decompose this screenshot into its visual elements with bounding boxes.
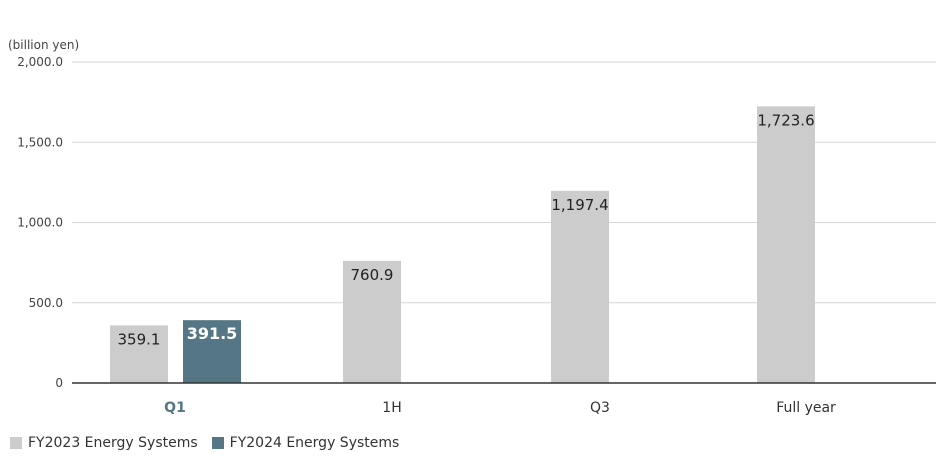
bar-fy2023 xyxy=(110,325,168,383)
y-axis-label: (billion yen) xyxy=(8,38,79,52)
y-tick-label: 1,500.0 xyxy=(17,135,63,149)
legend-swatch-fy2023 xyxy=(10,437,22,449)
bar-fy2024 xyxy=(183,320,241,383)
legend-label-fy2024: FY2024 Energy Systems xyxy=(229,435,400,451)
legend-item-fy2023: FY2023 Energy Systems xyxy=(10,435,198,451)
x-tick-label: Full year xyxy=(776,400,836,416)
bar-fy2023 xyxy=(757,106,815,384)
y-tick-label: 1,000.0 xyxy=(17,216,63,230)
x-axis-ticks: Q1 1H Q3 Full year xyxy=(164,400,836,416)
y-tick-label: 2,000.0 xyxy=(17,55,63,69)
bar-label-fy2024: 391.5 xyxy=(187,324,238,343)
bars: 359.1 391.5 760.9 1,197.4 1,723.6 xyxy=(110,106,815,384)
y-tick-label: 500.0 xyxy=(29,296,63,310)
bar-fy2023 xyxy=(343,260,401,383)
bar-label-fy2023: 359.1 xyxy=(118,330,161,348)
bar-label-fy2023: 760.9 xyxy=(351,266,394,284)
legend-item-fy2024: FY2024 Energy Systems xyxy=(211,435,400,451)
x-tick-label: 1H xyxy=(382,400,401,416)
bar-label-fy2023: 1,723.6 xyxy=(757,111,814,129)
legend-label-fy2023: FY2023 Energy Systems xyxy=(28,435,198,451)
y-axis-ticks: 2,000.0 1,500.0 1,000.0 500.0 0 xyxy=(17,55,63,390)
bar-chart: (billion yen) 2,000.0 1,500.0 1,000.0 500.0… xyxy=(8,38,936,416)
bar-label-fy2023: 1,197.4 xyxy=(551,196,608,214)
x-tick-label: Q1 xyxy=(164,400,186,416)
y-tick-label: 0 xyxy=(55,376,63,390)
x-tick-label: Q3 xyxy=(590,400,610,416)
legend: FY2023 Energy Systems FY2024 Energy Syst… xyxy=(10,435,399,451)
legend-swatch-fy2024 xyxy=(211,437,224,449)
bar-fy2023 xyxy=(551,190,609,383)
